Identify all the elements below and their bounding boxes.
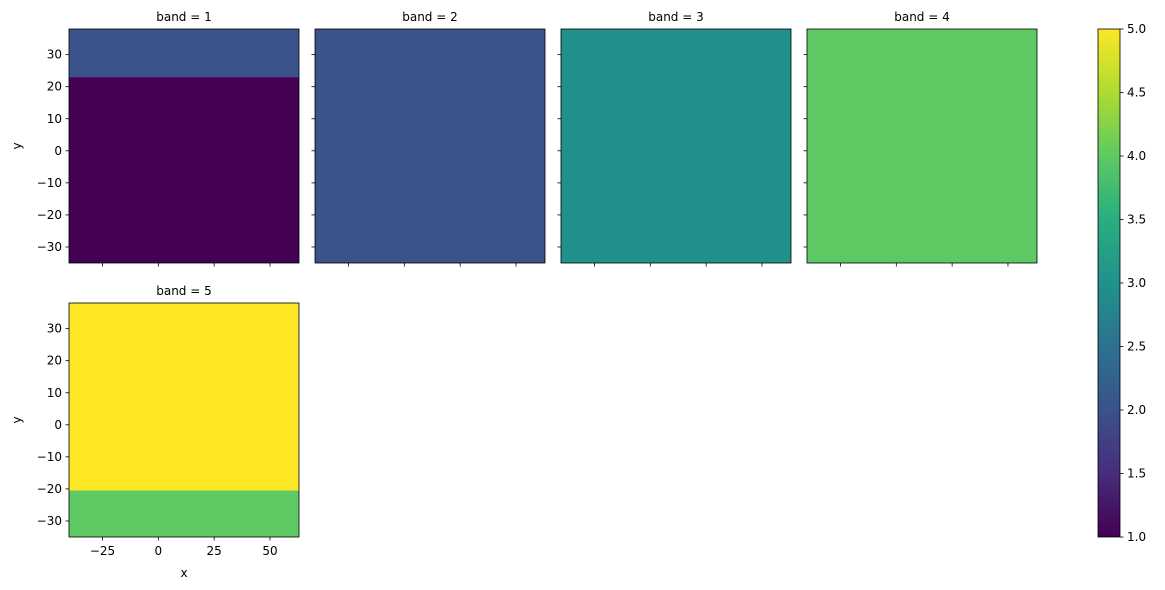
y-tick-label: 10	[47, 386, 62, 400]
heatmap-cell-band-1-region-1	[69, 29, 299, 78]
colorbar-tick-label: 2.5	[1127, 340, 1146, 354]
y-tick-label: 0	[54, 144, 62, 158]
heatmap-cell-band-5-region-1	[69, 303, 299, 491]
panel-title: band = 4	[894, 10, 950, 24]
colorbar-tick-label: 4.0	[1127, 149, 1146, 163]
panel-frame	[68, 302, 300, 538]
panel-title: band = 3	[648, 10, 704, 24]
y-axis-label: y	[10, 142, 24, 149]
colorbar-tick-label: 2.0	[1127, 403, 1146, 417]
y-tick-label: −10	[37, 176, 62, 190]
heatmap-cell-band-4-region-1	[807, 29, 1037, 263]
colorbar-tick-label: 1.5	[1127, 467, 1146, 481]
facet-panel-2: band = 2	[311, 10, 546, 267]
y-tick-label: 20	[47, 80, 62, 94]
panel-frame	[806, 28, 1038, 264]
facet-panel-5: band = 5 −30 −20 −10 0 10 20 30 −25 0 25 50 y x	[10, 284, 300, 580]
colorbar-tick-label: 1.0	[1127, 530, 1146, 544]
facet-panel-4: band = 4	[803, 10, 1038, 267]
panel-frame	[560, 28, 792, 264]
panel-frame	[314, 28, 546, 264]
y-tick-label: 20	[47, 354, 62, 368]
y-tick-label: 0	[54, 418, 62, 432]
colorbar-tick-label: 5.0	[1127, 22, 1146, 36]
y-tick-label: −20	[37, 208, 62, 222]
colorbar-tick-label: 4.5	[1127, 86, 1146, 100]
x-axis-label: x	[180, 566, 187, 580]
heatmap-cell-band-1-region-2	[69, 77, 299, 264]
y-tick-label: −20	[37, 482, 62, 496]
panel-title: band = 2	[402, 10, 458, 24]
y-tick-label: 30	[47, 48, 62, 62]
y-tick-label: −10	[37, 450, 62, 464]
x-tick-label: −25	[90, 544, 115, 558]
heatmap-cell-band-3-region-1	[561, 29, 791, 263]
colorbar-gradient	[1098, 29, 1120, 537]
panel-title: band = 1	[156, 10, 212, 24]
facet-panel-3: band = 3	[557, 10, 792, 267]
y-tick-label: 10	[47, 112, 62, 126]
panel-frame	[68, 28, 300, 264]
panel-title: band = 5	[156, 284, 212, 298]
x-tick-label: 25	[207, 544, 222, 558]
y-tick-label: 30	[47, 322, 62, 336]
heatmap-cell-band-2-region-1	[315, 29, 545, 263]
colorbar-tick-label: 3.0	[1127, 276, 1146, 290]
y-axis-label: y	[10, 416, 24, 423]
x-tick-label: 50	[262, 544, 277, 558]
x-tick-label: 0	[155, 544, 163, 558]
facet-panel-1: band = 1 −30 −20 −10 0 10 20 30 y	[10, 10, 300, 267]
y-tick-label: −30	[37, 240, 62, 254]
y-tick-label: −30	[37, 514, 62, 528]
heatmap-cell-band-5-region-2	[69, 490, 299, 537]
colorbar-tick-label: 3.5	[1127, 213, 1146, 227]
